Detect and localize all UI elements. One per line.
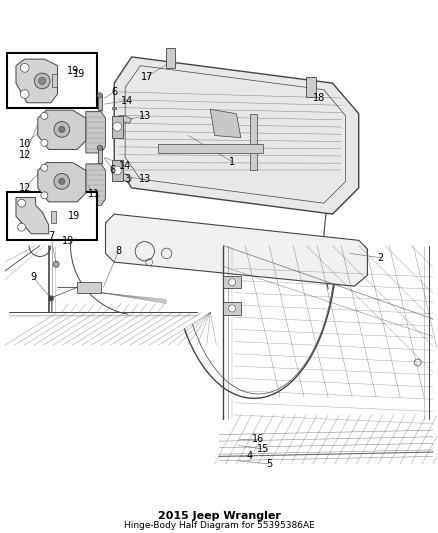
Polygon shape bbox=[119, 116, 132, 123]
Text: 7: 7 bbox=[48, 231, 54, 241]
Polygon shape bbox=[106, 214, 367, 286]
Text: 13: 13 bbox=[139, 174, 151, 184]
Circle shape bbox=[18, 199, 25, 207]
Text: 18: 18 bbox=[313, 93, 325, 103]
Bar bbox=[112, 170, 117, 173]
Circle shape bbox=[34, 73, 50, 89]
Bar bbox=[166, 48, 175, 68]
Circle shape bbox=[97, 145, 102, 150]
Bar bbox=[112, 107, 117, 109]
Text: 11: 11 bbox=[88, 189, 101, 199]
Polygon shape bbox=[86, 164, 106, 205]
Text: 19: 19 bbox=[67, 66, 79, 76]
Text: 6: 6 bbox=[109, 165, 115, 175]
Text: 19: 19 bbox=[73, 69, 85, 79]
Text: 12: 12 bbox=[18, 183, 31, 193]
Text: 14: 14 bbox=[121, 95, 134, 106]
Text: 3: 3 bbox=[124, 174, 131, 184]
Text: 4: 4 bbox=[247, 451, 253, 462]
Bar bbox=[223, 302, 241, 314]
Circle shape bbox=[97, 93, 102, 98]
Polygon shape bbox=[210, 109, 241, 138]
Circle shape bbox=[229, 305, 236, 312]
Text: 10: 10 bbox=[18, 139, 31, 149]
Circle shape bbox=[41, 192, 48, 199]
Circle shape bbox=[59, 179, 65, 184]
Bar bbox=[112, 159, 123, 181]
Text: 14: 14 bbox=[119, 161, 131, 171]
Bar bbox=[98, 94, 102, 110]
Polygon shape bbox=[119, 174, 132, 182]
Polygon shape bbox=[86, 111, 106, 153]
Circle shape bbox=[54, 174, 70, 189]
Text: 1: 1 bbox=[229, 157, 235, 167]
Bar bbox=[158, 144, 263, 153]
Bar bbox=[77, 282, 101, 293]
Text: 13: 13 bbox=[139, 111, 151, 121]
Bar bbox=[7, 192, 97, 240]
Text: 9: 9 bbox=[30, 272, 36, 282]
Text: 6: 6 bbox=[111, 87, 117, 97]
Circle shape bbox=[53, 261, 59, 268]
Circle shape bbox=[113, 123, 122, 131]
Circle shape bbox=[41, 112, 48, 119]
Text: 5: 5 bbox=[266, 459, 272, 469]
Circle shape bbox=[48, 296, 53, 301]
Circle shape bbox=[41, 164, 48, 171]
Bar bbox=[52, 75, 57, 87]
Circle shape bbox=[39, 77, 46, 84]
Bar bbox=[223, 276, 241, 288]
Bar bbox=[306, 77, 316, 97]
Circle shape bbox=[113, 166, 122, 175]
Bar bbox=[250, 114, 258, 171]
Polygon shape bbox=[38, 110, 86, 149]
Text: 12: 12 bbox=[18, 150, 31, 160]
Polygon shape bbox=[114, 57, 359, 214]
Bar bbox=[7, 53, 97, 108]
Text: 15: 15 bbox=[257, 444, 269, 454]
Circle shape bbox=[18, 223, 25, 231]
Polygon shape bbox=[38, 163, 86, 202]
Circle shape bbox=[20, 63, 29, 72]
Circle shape bbox=[54, 122, 70, 138]
Circle shape bbox=[41, 140, 48, 147]
Text: 19: 19 bbox=[62, 236, 74, 246]
Text: 2015 Jeep Wrangler: 2015 Jeep Wrangler bbox=[158, 511, 280, 521]
Polygon shape bbox=[16, 59, 57, 103]
Bar bbox=[51, 211, 56, 223]
Text: 8: 8 bbox=[116, 246, 122, 256]
Bar bbox=[98, 146, 102, 163]
Text: 17: 17 bbox=[141, 71, 153, 82]
Text: Hinge-Body Half Diagram for 55395386AE: Hinge-Body Half Diagram for 55395386AE bbox=[124, 521, 314, 530]
Circle shape bbox=[20, 90, 29, 99]
Text: 19: 19 bbox=[68, 211, 81, 221]
Polygon shape bbox=[16, 198, 49, 234]
Bar bbox=[112, 116, 123, 138]
Text: 16: 16 bbox=[252, 434, 265, 444]
Circle shape bbox=[59, 126, 65, 133]
Circle shape bbox=[229, 279, 236, 286]
Text: 2: 2 bbox=[378, 253, 384, 263]
